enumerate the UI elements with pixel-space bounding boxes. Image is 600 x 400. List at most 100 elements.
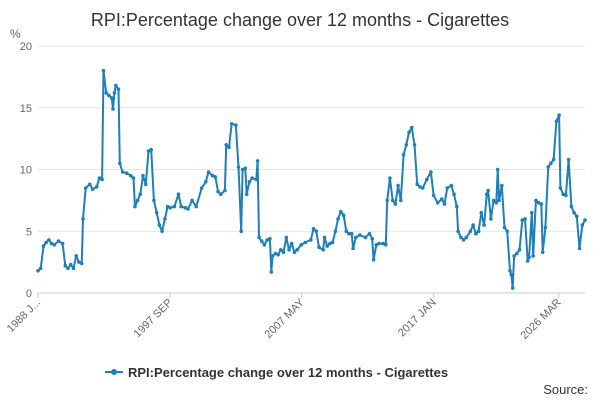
data-point[interactable] — [163, 217, 167, 221]
data-point[interactable] — [270, 254, 275, 258]
data-point[interactable] — [515, 251, 519, 256]
data-point[interactable] — [41, 244, 46, 248]
data-point[interactable] — [224, 143, 228, 147]
data-point[interactable] — [512, 254, 516, 258]
data-point[interactable] — [257, 235, 261, 240]
data-point[interactable] — [244, 192, 249, 196]
data-point[interactable] — [546, 165, 550, 169]
data-point[interactable] — [131, 176, 136, 180]
data-point[interactable] — [471, 223, 475, 227]
data-point[interactable] — [138, 192, 143, 196]
data-point[interactable] — [289, 241, 294, 246]
data-point[interactable] — [265, 238, 270, 242]
data-point[interactable] — [363, 235, 368, 240]
data-point[interactable] — [68, 262, 73, 267]
data-point[interactable] — [160, 229, 164, 234]
data-point[interactable] — [322, 235, 327, 240]
data-point[interactable] — [479, 210, 484, 215]
data-point[interactable] — [566, 157, 571, 162]
data-point[interactable] — [358, 233, 362, 237]
data-point[interactable] — [273, 251, 278, 256]
data-point[interactable] — [172, 204, 177, 209]
data-point[interactable] — [388, 176, 392, 180]
data-point[interactable] — [204, 180, 208, 184]
data-point[interactable] — [371, 257, 376, 262]
data-point[interactable] — [534, 198, 538, 203]
data-point[interactable] — [227, 145, 231, 150]
data-point[interactable] — [339, 209, 343, 214]
data-point[interactable] — [216, 189, 220, 194]
data-point[interactable] — [583, 218, 587, 222]
data-point[interactable] — [468, 229, 473, 234]
data-point[interactable] — [464, 235, 469, 240]
data-point[interactable] — [206, 170, 211, 174]
data-point[interactable] — [390, 198, 395, 203]
data-point[interactable] — [56, 239, 61, 243]
data-point[interactable] — [536, 201, 541, 205]
data-point[interactable] — [341, 213, 346, 217]
data-point[interactable] — [255, 159, 260, 163]
data-point[interactable] — [276, 252, 280, 257]
data-point[interactable] — [71, 266, 76, 271]
data-point[interactable] — [525, 259, 530, 263]
data-point[interactable] — [572, 210, 576, 215]
data-point[interactable] — [60, 241, 65, 246]
data-point[interactable] — [213, 175, 218, 179]
data-point[interactable] — [199, 186, 204, 190]
data-point[interactable] — [543, 225, 548, 230]
data-point[interactable] — [491, 198, 496, 203]
data-point[interactable] — [539, 202, 544, 206]
data-point[interactable] — [74, 254, 78, 258]
data-point[interactable] — [44, 240, 48, 245]
data-point[interactable] — [114, 83, 118, 88]
data-point[interactable] — [531, 254, 535, 258]
data-point[interactable] — [575, 214, 579, 219]
data-point[interactable] — [374, 243, 379, 247]
data-point[interactable] — [83, 186, 88, 190]
data-point[interactable] — [90, 187, 95, 192]
data-point[interactable] — [509, 272, 514, 277]
data-point[interactable] — [259, 239, 264, 243]
data-point[interactable] — [404, 143, 409, 147]
series-line[interactable] — [37, 69, 586, 290]
data-point[interactable] — [100, 177, 104, 182]
data-point[interactable] — [336, 217, 340, 221]
data-point[interactable] — [396, 183, 400, 188]
data-point[interactable] — [420, 186, 425, 190]
data-point[interactable] — [367, 231, 372, 236]
data-point[interactable] — [474, 231, 478, 236]
data-point[interactable] — [268, 236, 272, 241]
data-point[interactable] — [79, 261, 84, 266]
data-point[interactable] — [94, 185, 99, 189]
data-point[interactable] — [124, 171, 129, 175]
data-point[interactable] — [449, 183, 454, 188]
data-point[interactable] — [190, 198, 194, 203]
data-point[interactable] — [239, 229, 243, 234]
data-point[interactable] — [351, 246, 355, 251]
data-point[interactable] — [120, 170, 125, 174]
data-point[interactable] — [52, 243, 57, 247]
data-point[interactable] — [104, 91, 108, 95]
data-point[interactable] — [489, 217, 493, 221]
data-point[interactable] — [440, 197, 444, 201]
data-point[interactable] — [262, 243, 267, 247]
data-point[interactable] — [377, 241, 381, 246]
data-point[interactable] — [344, 229, 349, 234]
data-point[interactable] — [425, 177, 429, 182]
data-point[interactable] — [497, 198, 501, 203]
data-point[interactable] — [309, 238, 313, 242]
data-point[interactable] — [240, 167, 245, 172]
data-point[interactable] — [431, 193, 436, 198]
data-point[interactable] — [452, 192, 456, 196]
legend[interactable]: RPI:Percentage change over 12 months - C… — [105, 365, 448, 380]
data-point[interactable] — [385, 198, 390, 203]
data-point[interactable] — [476, 229, 481, 234]
data-point[interactable] — [494, 201, 499, 205]
data-point[interactable] — [485, 192, 489, 196]
data-point[interactable] — [558, 186, 563, 190]
data-point[interactable] — [284, 235, 289, 240]
data-point[interactable] — [292, 250, 297, 254]
data-point[interactable] — [154, 210, 159, 215]
data-point[interactable] — [410, 125, 414, 130]
data-point[interactable] — [456, 229, 460, 234]
